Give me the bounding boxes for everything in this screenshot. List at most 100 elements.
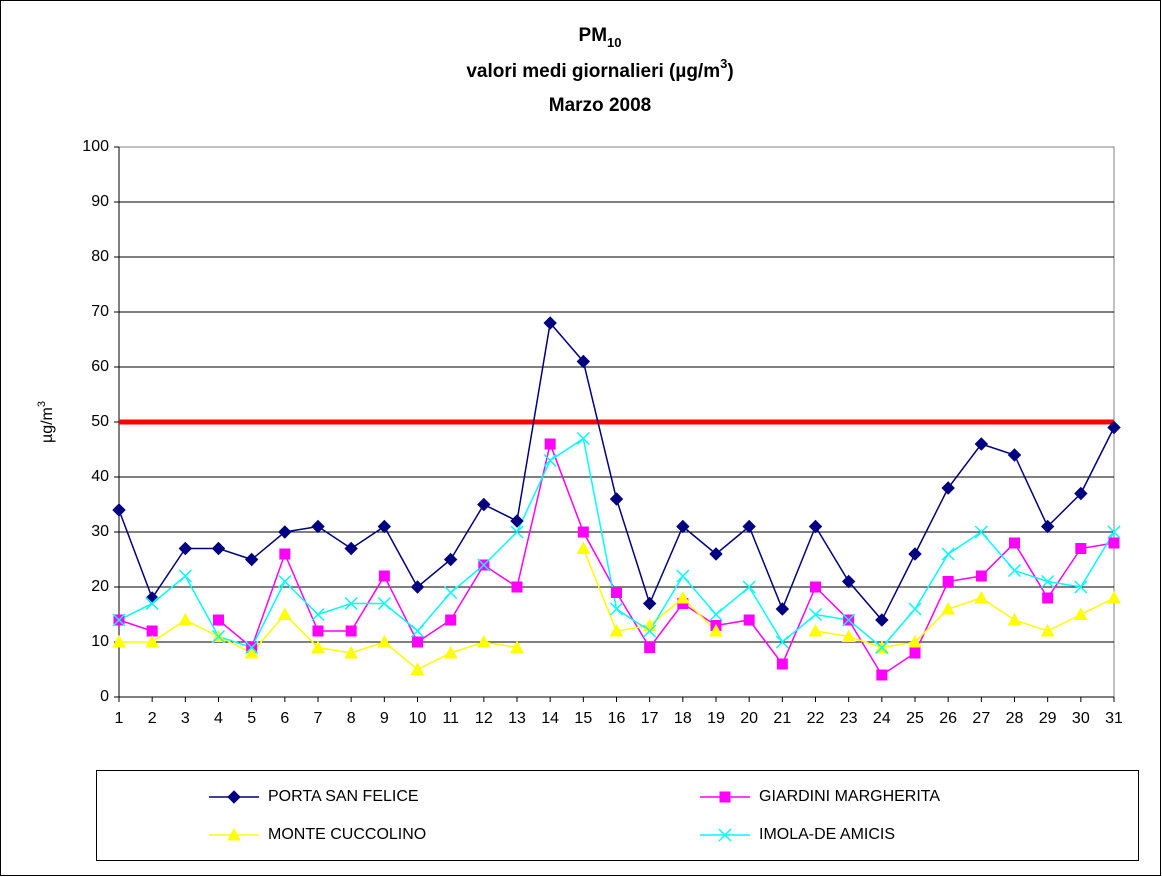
chart-title: valori medi giornalieri (µg/m3) [466,56,733,82]
x-tick-label: 10 [409,710,427,727]
marker [875,613,889,627]
x-tick-label: 22 [807,710,825,727]
marker [112,613,126,627]
marker [941,547,955,561]
marker [178,612,193,626]
marker [1040,623,1055,637]
marker [444,585,458,600]
x-tick-label: 4 [214,710,223,727]
y-tick-label: 70 [91,303,109,320]
marker [611,587,622,598]
marker [1075,543,1087,554]
x-tick-label: 26 [939,710,957,727]
title-part: PM [579,25,608,46]
marker [974,437,989,451]
marker [841,574,856,589]
x-tick-label: 23 [840,710,858,727]
x-tick-label: 20 [740,710,758,727]
marker [1040,519,1055,534]
marker [279,548,291,560]
marker [410,662,425,675]
marker [543,453,557,468]
marker [577,526,589,538]
marker [377,634,392,648]
marker [743,614,755,626]
marker [642,596,657,611]
marker [311,640,325,653]
y-label-part: µg/m [39,407,56,443]
marker [311,519,325,534]
marker [974,525,988,539]
marker [476,634,491,648]
marker [477,558,491,572]
marker [676,519,690,534]
x-tick-label: 25 [906,710,924,727]
marker [211,541,226,556]
marker [277,607,292,620]
marker [146,625,158,637]
marker [510,525,524,539]
marker [875,640,889,655]
marker [145,596,159,611]
marker [941,481,955,495]
marker [344,541,358,556]
legend-marker [227,790,241,804]
y-tick-label: 0 [100,688,109,705]
marker [609,623,624,637]
title-part: Marzo 2008 [549,95,651,116]
marker [178,569,192,583]
marker [145,634,160,648]
x-tick-label: 12 [475,710,493,727]
marker [775,635,789,649]
marker [909,647,921,659]
marker [1009,537,1020,549]
marker [742,580,756,594]
y-tick-label: 80 [91,248,109,265]
marker [213,614,224,626]
y-tick-label: 60 [91,358,109,375]
marker [1074,580,1088,594]
marker [676,569,690,583]
marker [1042,592,1054,604]
x-tick-label: 1 [115,710,124,727]
legend-label: PORTA SAN FELICE [268,788,419,805]
x-tick-label: 5 [247,710,256,727]
x-tick-label: 9 [380,710,389,727]
marker [378,570,390,582]
x-tick-label: 24 [873,710,891,727]
y-tick-label: 30 [91,523,109,540]
marker [941,601,956,615]
marker [377,519,392,534]
marker [112,634,126,648]
legend-marker [227,827,241,841]
marker [810,581,821,593]
marker [1107,420,1121,435]
legend-marker [719,791,731,803]
marker [443,552,458,567]
marker [576,541,591,554]
marker [112,503,126,517]
x-tick-label: 15 [574,710,592,727]
marker [344,645,359,659]
y-label-part: 3 [36,401,48,407]
marker [841,629,856,642]
title-part: 3 [720,56,727,71]
marker [510,514,524,528]
chart-title: Marzo 2008 [549,95,651,116]
title-part: ) [727,61,733,82]
marker [775,602,790,616]
marker [1074,486,1088,501]
x-tick-label: 21 [773,710,791,727]
x-tick-label: 13 [508,710,526,727]
marker [709,547,723,561]
x-tick-label: 27 [972,710,990,727]
marker [245,640,259,655]
marker [544,438,556,450]
marker [1108,537,1120,549]
x-tick-label: 17 [641,710,659,727]
y-axis-label: µg/m3 [36,401,56,443]
marker [908,602,922,616]
x-tick-label: 29 [1039,710,1057,727]
marker [345,625,357,637]
title-part: valori medi giornalieri (µg/m [466,61,720,82]
